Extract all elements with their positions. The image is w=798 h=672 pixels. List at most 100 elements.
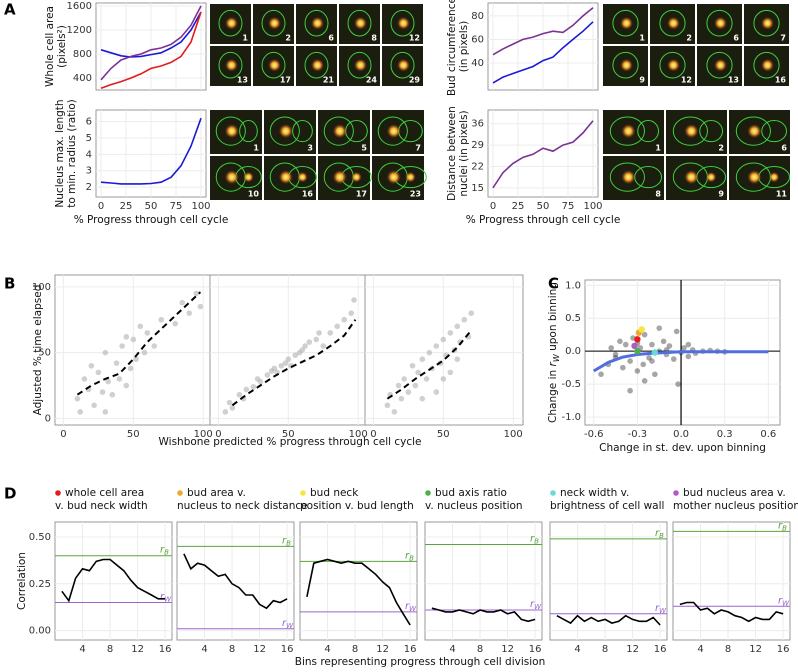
x-tick-label: 8: [725, 644, 731, 655]
point: [447, 330, 454, 336]
line: [100, 11, 202, 89]
x-tick-label: 8: [229, 644, 235, 655]
x-tick-label: 4: [324, 644, 330, 655]
reference-label: rW: [405, 601, 417, 613]
point: [351, 297, 357, 303]
point: [656, 325, 663, 331]
point: [226, 399, 233, 406]
point: [257, 378, 264, 385]
point: [454, 356, 461, 363]
point: [158, 316, 165, 323]
point: [141, 349, 148, 356]
point: [670, 356, 677, 362]
point: [627, 358, 633, 364]
cell-outline: [215, 116, 246, 146]
y-tick-label: 0.5: [565, 313, 581, 324]
reference-label: rB: [405, 550, 414, 562]
point: [113, 360, 120, 366]
point: [91, 402, 97, 409]
cell-outline: [706, 51, 733, 79]
x-tick-label: 50: [145, 201, 158, 212]
y-tick-label: 4: [86, 149, 92, 160]
title-dot: [55, 490, 61, 496]
point: [681, 345, 687, 351]
x-tick-label: 100: [194, 429, 213, 440]
label-subscript: W: [552, 353, 561, 362]
point: [278, 362, 285, 369]
line: [492, 7, 594, 56]
reference-subscript: W: [659, 607, 667, 615]
x-tick-label: 0: [490, 201, 496, 212]
x-tick-label: 25: [120, 201, 133, 212]
x-tick-label: 100: [349, 429, 368, 440]
plot-area: [364, 274, 524, 426]
reference-label: rW: [655, 603, 667, 615]
reference-subscript: W: [164, 596, 172, 604]
axis-label: (pixels²): [56, 25, 68, 68]
reference-symbol: r: [282, 618, 287, 629]
line: [100, 117, 202, 185]
reference-symbol: r: [530, 599, 535, 610]
point: [598, 371, 604, 378]
x-tick-label: 50: [537, 201, 550, 212]
frame-number: 24: [366, 76, 378, 85]
title-dot: [300, 490, 306, 496]
cell-outline: [218, 51, 243, 79]
plot-area: [424, 521, 543, 641]
point: [313, 336, 320, 343]
panel-title: nucleus to neck distance: [177, 500, 308, 512]
cell-outline: [304, 51, 329, 79]
nucleus: [268, 16, 281, 30]
plot-area: [209, 274, 369, 426]
reference-symbol: r: [405, 550, 410, 561]
point: [133, 356, 139, 363]
panel-title: bud neck: [310, 487, 359, 499]
panel-title: v. nucleus position: [425, 500, 523, 512]
x-tick-label: 16: [529, 644, 542, 655]
x-tick-label: 16: [404, 644, 417, 655]
line: [100, 11, 202, 58]
point: [660, 338, 667, 345]
point: [341, 316, 348, 323]
point: [447, 369, 454, 376]
reference-subscript: B: [409, 554, 414, 562]
point: [99, 389, 106, 395]
point: [292, 352, 299, 359]
nucleus: [386, 170, 401, 185]
line: [76, 291, 202, 396]
point: [426, 349, 433, 356]
y-tick-label: 29: [471, 140, 484, 151]
x-tick-label: 4: [449, 644, 455, 655]
reference-symbol: r: [160, 592, 165, 603]
x-tick-label: 16: [159, 644, 172, 655]
nucleus: [225, 58, 238, 72]
x-tick-label: 16: [777, 644, 790, 655]
x-tick-label: 50: [127, 429, 140, 440]
panel-title: bud axis ratio: [435, 487, 507, 499]
x-tick-label: 8: [352, 644, 358, 655]
frame-number: 2: [686, 34, 692, 43]
bud-outline: [239, 120, 258, 143]
nucleus: [225, 16, 238, 30]
frame-number: 6: [328, 34, 334, 43]
x-tick-label: 8: [477, 644, 483, 655]
point: [415, 369, 421, 376]
reference-symbol: r: [530, 533, 535, 544]
point: [409, 362, 416, 369]
frame-number: 23: [410, 190, 421, 199]
point: [302, 343, 308, 349]
point: [282, 360, 289, 366]
x-tick-label: 0.3: [717, 429, 733, 440]
frame-number: 3: [307, 144, 313, 153]
plot-area: [176, 521, 295, 641]
nucleus: [667, 58, 680, 72]
cell-outline: [672, 116, 708, 146]
point: [405, 389, 412, 395]
y-tick-label: -1.0: [561, 412, 581, 423]
point: [634, 368, 641, 374]
frame-number: 1: [253, 144, 259, 153]
line: [183, 553, 288, 610]
cell-outline: [323, 116, 354, 146]
x-tick-label: 12: [376, 644, 389, 655]
x-tick-label: 8: [107, 644, 113, 655]
